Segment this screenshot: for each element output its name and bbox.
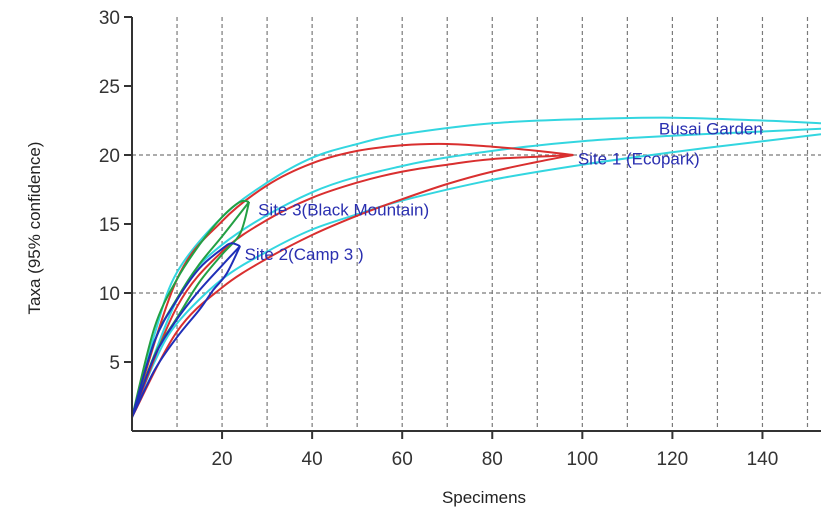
x-tick-label: 20 (211, 449, 232, 470)
series-line-site-2-camp-3-upper (132, 242, 241, 418)
x-axis-title: Specimens (442, 488, 526, 507)
x-tick-label: 40 (302, 449, 323, 470)
y-tick-label: 30 (99, 8, 120, 29)
series-line-site-2-camp-3-lower (132, 245, 241, 418)
y-tick-label: 15 (99, 215, 120, 236)
series-group (132, 116, 821, 418)
series-line-site-3-black-mountain-upper (132, 199, 250, 418)
series-line-site-2-camp-3-estimate (132, 245, 241, 418)
x-tick-label: 120 (657, 449, 689, 470)
series-annotation: Site 1 (Ecopark) (578, 150, 700, 169)
x-tick-label: 100 (566, 449, 598, 470)
series-layer (132, 116, 821, 418)
tick-labels: 5 10 15 20 25 30 20 40 60 80 100 120 140 (99, 8, 778, 470)
series-annotation: Busai Garden (659, 119, 763, 138)
series-annotations: Busai Garden Site 1 (Ecopark) Site 3(Black… (245, 119, 763, 264)
x-tick-label: 140 (747, 449, 779, 470)
series-line-busai-garden-upper (132, 116, 821, 418)
y-tick-label: 20 (99, 146, 120, 167)
x-tick-label: 60 (392, 449, 413, 470)
axis-ticks (124, 16, 764, 439)
series-line-site-1-ecopark-estimate (132, 154, 574, 418)
axes (131, 17, 821, 432)
grid-lines (132, 17, 821, 431)
series-line-site-1-ecopark-upper (132, 142, 574, 418)
y-tick-label: 10 (99, 284, 120, 305)
series-annotation: Site 3(Black Mountain) (258, 201, 429, 220)
y-tick-label: 5 (109, 353, 120, 374)
x-tick-label: 80 (482, 449, 503, 470)
y-axis-title: Taxa (95% confidence) (25, 142, 44, 315)
y-tick-label: 25 (99, 77, 120, 98)
series-line-site-1-ecopark-lower (132, 154, 574, 418)
series-annotation: Site 2(Camp 3 ) (245, 245, 364, 264)
